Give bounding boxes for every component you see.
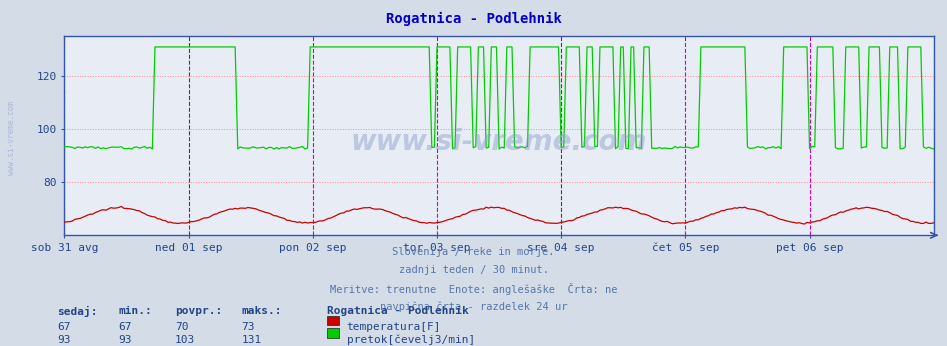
- Text: 67: 67: [118, 322, 132, 333]
- Text: www.si-vreme.com: www.si-vreme.com: [7, 101, 16, 175]
- Text: 103: 103: [175, 335, 195, 345]
- Text: 67: 67: [57, 322, 70, 333]
- Text: maks.:: maks.:: [241, 306, 282, 316]
- Text: 131: 131: [241, 335, 261, 345]
- Text: min.:: min.:: [118, 306, 152, 316]
- Text: Slovenija / reke in morje.: Slovenija / reke in morje.: [392, 247, 555, 257]
- Text: Rogatnica - Podlehnik: Rogatnica - Podlehnik: [385, 12, 562, 26]
- Text: Rogatnica - Podlehnik: Rogatnica - Podlehnik: [327, 306, 469, 316]
- Text: zadnji teden / 30 minut.: zadnji teden / 30 minut.: [399, 265, 548, 275]
- Text: navpična črta - razdelek 24 ur: navpična črta - razdelek 24 ur: [380, 301, 567, 312]
- Text: 93: 93: [118, 335, 132, 345]
- Text: temperatura[F]: temperatura[F]: [347, 322, 441, 333]
- Text: 70: 70: [175, 322, 188, 333]
- Text: pretok[čevelj3/min]: pretok[čevelj3/min]: [347, 335, 474, 345]
- Text: Meritve: trenutne  Enote: anglešaške  Črta: ne: Meritve: trenutne Enote: anglešaške Črta…: [330, 283, 617, 295]
- Text: sedaj:: sedaj:: [57, 306, 98, 317]
- Text: povpr.:: povpr.:: [175, 306, 223, 316]
- Text: 73: 73: [241, 322, 255, 333]
- Text: www.si-vreme.com: www.si-vreme.com: [350, 128, 648, 156]
- Text: 93: 93: [57, 335, 70, 345]
